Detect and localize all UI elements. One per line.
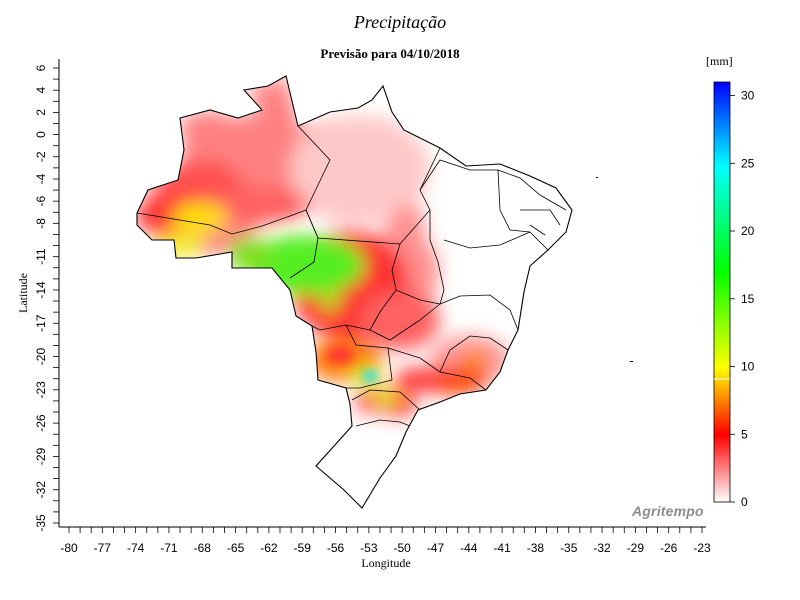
x-tick-label: -26 [660, 541, 678, 555]
y-axis-ticks: 6 4 2 0 -2 -4 -6 -8 -11 -14 -17 -20 -23 -26 -29 -32 -35 [34, 64, 59, 532]
agritempo-logo: Agritempo [632, 503, 704, 519]
colorbar-tick-label: 0 [741, 495, 748, 509]
x-tick-label: -38 [527, 541, 545, 555]
y-tick-label: -35 [34, 514, 48, 532]
x-tick-label: -29 [627, 541, 645, 555]
colorbar-tick-label: 15 [741, 292, 755, 306]
state-borders [136, 75, 573, 509]
x-tick-label: -71 [160, 541, 178, 555]
x-tick-label: -56 [327, 541, 345, 555]
y-tick-label: -14 [34, 281, 48, 299]
colorbar-tick-label: 10 [741, 360, 755, 374]
x-tick-label: -47 [427, 541, 445, 555]
y-tick-label: -17 [34, 314, 48, 332]
y-tick-label: -32 [34, 481, 48, 499]
x-tick-label: -77 [94, 541, 112, 555]
island-markers [596, 177, 633, 362]
y-tick-label: -23 [34, 381, 48, 399]
x-tick-label: -59 [294, 541, 312, 555]
y-tick-label: 0 [34, 131, 48, 138]
y-tick-label: 4 [34, 87, 48, 94]
x-tick-label: -32 [593, 541, 611, 555]
y-tick-label: 6 [34, 64, 48, 71]
x-tick-label: -41 [493, 541, 511, 555]
x-tick-label: -53 [360, 541, 378, 555]
x-tick-label: -80 [60, 541, 78, 555]
x-tick-label: -68 [194, 541, 212, 555]
x-tick-label: -44 [460, 541, 478, 555]
x-axis-ticks: -80 -77 -74 -71 -68 -65 -62 -59 -56 -53 -50 -47 -44 -… [60, 527, 711, 555]
colorbar-tick-label: 30 [741, 89, 755, 103]
colorbar-ticks: 0 5 10 15 20 25 30 [730, 89, 755, 509]
y-axis-label: Latitude [16, 273, 30, 313]
y-tick-label: -29 [34, 447, 48, 465]
x-tick-label: -65 [227, 541, 245, 555]
y-tick-label: 2 [34, 109, 48, 116]
map-subtitle: Previsão para 04/10/2018 [320, 46, 460, 61]
colorbar-tick-label: 20 [741, 224, 755, 238]
colorbar-tick-label: 5 [741, 427, 748, 441]
y-tick-label: -2 [34, 151, 48, 162]
x-tick-label: -35 [560, 541, 578, 555]
y-tick-label: -6 [34, 196, 48, 207]
precipitation-colorbar [713, 81, 731, 503]
y-tick-label: -11 [34, 248, 48, 265]
colorbar-tick-label: 25 [741, 156, 755, 170]
y-tick-label: -20 [34, 348, 48, 366]
map-title: Precipitação [353, 12, 447, 32]
y-tick-label: -4 [34, 173, 48, 184]
x-tick-label: -23 [693, 541, 711, 555]
legend-unit-label: [mm] [706, 54, 733, 68]
x-tick-label: -74 [127, 541, 145, 555]
x-tick-label: -50 [393, 541, 411, 555]
y-tick-label: -8 [34, 218, 48, 229]
map-axes [58, 59, 706, 528]
x-axis-label: Longitude [361, 556, 410, 570]
y-tick-label: -26 [34, 414, 48, 432]
x-tick-label: -62 [260, 541, 278, 555]
